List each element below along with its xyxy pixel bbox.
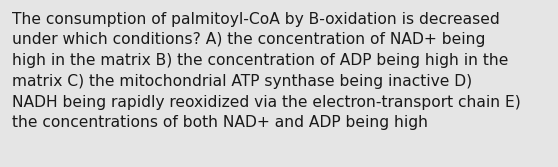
Text: The consumption of palmitoyl-CoA by B-oxidation is decreased
under which conditi: The consumption of palmitoyl-CoA by B-ox… [12,12,521,130]
